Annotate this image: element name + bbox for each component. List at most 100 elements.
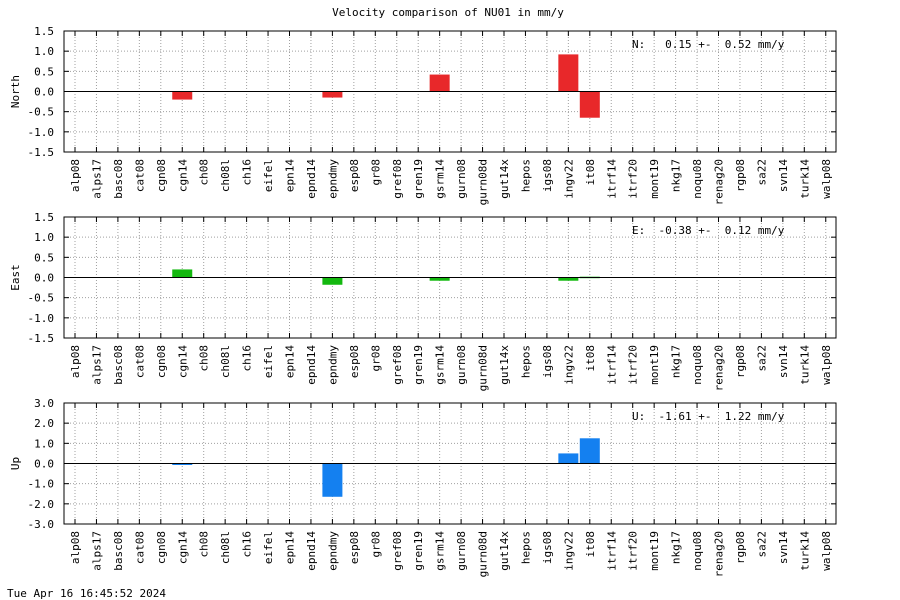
bar-epndmy bbox=[322, 91, 343, 98]
y-tick-label: 0.0 bbox=[34, 272, 54, 285]
y-tick-label: -0.5 bbox=[28, 106, 55, 119]
y-tick-label: -0.5 bbox=[28, 292, 55, 305]
x-tick-label: gr08 bbox=[369, 159, 382, 186]
x-tick-label: igs08 bbox=[541, 531, 554, 564]
x-tick-label: cat08 bbox=[133, 345, 146, 378]
x-tick-label: eifel bbox=[262, 531, 275, 564]
x-tick-label: hepos bbox=[519, 159, 532, 192]
x-tick-label: nkg17 bbox=[670, 159, 683, 192]
x-tick-label: ch08l bbox=[219, 531, 232, 564]
x-tick-label: epndmy bbox=[326, 345, 339, 385]
panel-east: 1.5 1.0 0.5 0.0 -0.5 -1.0 -1.5 alp08 alps17 basc0… bbox=[9, 211, 837, 391]
y-axis-label: Up bbox=[9, 457, 22, 470]
x-tick-label: cgn08 bbox=[155, 531, 168, 564]
x-tick-label: cgn14 bbox=[176, 531, 189, 564]
y-tick-label: -2.0 bbox=[28, 498, 55, 511]
y-tick-label: -1.5 bbox=[28, 332, 55, 345]
y-tick-label: 0.5 bbox=[34, 251, 54, 264]
x-tick-label: mont19 bbox=[648, 159, 661, 199]
x-tick-label: epnd14 bbox=[305, 345, 318, 385]
x-tick-label: esp08 bbox=[348, 531, 361, 564]
x-tick-label: alp08 bbox=[69, 159, 82, 192]
x-tick-label: rgp08 bbox=[734, 531, 747, 564]
y-tick-label: 1.5 bbox=[34, 211, 54, 224]
x-tick-label: renag20 bbox=[713, 159, 726, 205]
x-tick-label: cat08 bbox=[133, 531, 146, 564]
plot-frame bbox=[63, 402, 837, 525]
x-tick-label: eifel bbox=[262, 345, 275, 378]
bar-epndmy bbox=[322, 277, 343, 285]
x-tick-label: rgp08 bbox=[734, 345, 747, 378]
plot-frame bbox=[63, 30, 837, 153]
x-tick-label: mont19 bbox=[648, 531, 661, 571]
bar-cgn14 bbox=[172, 463, 193, 465]
bar-cgn14 bbox=[172, 91, 193, 100]
x-tick-label: it08 bbox=[584, 159, 597, 186]
y-tick-label: 1.0 bbox=[34, 231, 54, 244]
x-tick-label: ch16 bbox=[241, 345, 254, 372]
x-tick-label: gurn08d bbox=[477, 531, 490, 577]
x-tick-label: mont19 bbox=[648, 345, 661, 385]
x-tick-label: epn14 bbox=[284, 345, 297, 378]
y-tick-label: 0.0 bbox=[34, 86, 54, 99]
x-tick-label: walp08 bbox=[820, 531, 833, 571]
x-tick-label: walp08 bbox=[820, 345, 833, 385]
y-tick-label: 1.0 bbox=[34, 437, 54, 450]
x-tick-label: epn14 bbox=[284, 531, 297, 564]
x-tick-label: cgn14 bbox=[176, 345, 189, 378]
velocity-annotation: N: 0.15 +- 0.52 mm/y bbox=[632, 38, 785, 51]
x-tick-label: gurn08d bbox=[477, 345, 490, 391]
x-tick-label: basc08 bbox=[112, 159, 125, 199]
y-axis-label: North bbox=[9, 75, 22, 108]
x-tick-label: ingv22 bbox=[562, 531, 575, 571]
x-tick-label: cgn14 bbox=[176, 159, 189, 192]
x-tick-label: esp08 bbox=[348, 345, 361, 378]
x-tick-label: noqu08 bbox=[691, 159, 704, 199]
x-tick-label: gren19 bbox=[412, 159, 425, 199]
x-tick-label: sa22 bbox=[755, 345, 768, 372]
x-tick-label: noqu08 bbox=[691, 531, 704, 571]
x-tick-label: gurn08 bbox=[455, 345, 468, 385]
x-tick-label: gut14x bbox=[498, 531, 511, 571]
x-tick-label: ch16 bbox=[241, 531, 254, 558]
bar-ingv22 bbox=[558, 453, 579, 464]
y-tick-label: 1.5 bbox=[34, 25, 54, 38]
x-tick-label: gr08 bbox=[369, 345, 382, 372]
bar-gsrm14 bbox=[429, 74, 450, 92]
x-tick-label: gurn08 bbox=[455, 159, 468, 199]
x-tick-label: gsrm14 bbox=[434, 159, 447, 199]
x-tick-label: hepos bbox=[519, 531, 532, 564]
y-tick-label: -1.0 bbox=[28, 126, 55, 139]
x-tick-label: ingv22 bbox=[562, 345, 575, 385]
x-tick-label: cgn08 bbox=[155, 159, 168, 192]
x-tick-label: sa22 bbox=[755, 531, 768, 558]
x-tick-label: ch08 bbox=[198, 159, 211, 186]
x-tick-label: ch08 bbox=[198, 531, 211, 558]
x-tick-label: gurn08 bbox=[455, 531, 468, 571]
x-tick-label: alp08 bbox=[69, 345, 82, 378]
x-tick-label: ch16 bbox=[241, 159, 254, 186]
x-tick-label: epn14 bbox=[284, 159, 297, 192]
bar-ingv22 bbox=[558, 54, 579, 92]
x-tick-label: alps17 bbox=[90, 159, 103, 199]
bar-cgn14 bbox=[172, 269, 193, 278]
x-tick-label: gren19 bbox=[412, 345, 425, 385]
bar-epndmy bbox=[322, 463, 343, 497]
y-tick-label: 0.0 bbox=[34, 458, 54, 471]
y-axis-label: East bbox=[9, 264, 22, 291]
panel-up: 3.0 2.0 1.0 0.0 -1.0 -2.0 -3.0 alp08 alps17 basc0… bbox=[9, 397, 837, 577]
x-tick-label: epndmy bbox=[326, 159, 339, 199]
x-tick-label: itrf20 bbox=[627, 345, 640, 385]
x-tick-label: alp08 bbox=[69, 531, 82, 564]
x-tick-label: igs08 bbox=[541, 159, 554, 192]
y-tick-label: -1.0 bbox=[28, 312, 55, 325]
x-tick-label: ingv22 bbox=[562, 159, 575, 199]
x-tick-label: itrf14 bbox=[605, 345, 618, 385]
x-tick-label: hepos bbox=[519, 345, 532, 378]
x-tick-label: epndmy bbox=[326, 531, 339, 571]
bar-it08 bbox=[579, 91, 600, 118]
chart-title: Velocity comparison of NU01 in mm/y bbox=[332, 6, 564, 19]
x-tick-label: it08 bbox=[584, 531, 597, 558]
plot-frame bbox=[63, 216, 837, 339]
x-tick-label: gut14x bbox=[498, 345, 511, 385]
